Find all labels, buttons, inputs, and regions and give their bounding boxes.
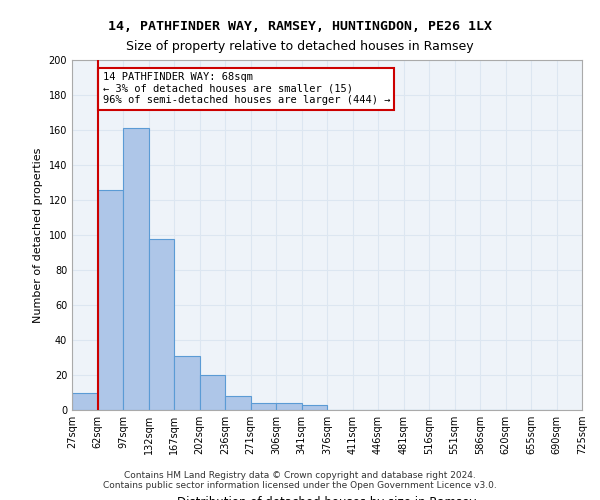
Text: 14 PATHFINDER WAY: 68sqm
← 3% of detached houses are smaller (15)
96% of semi-de: 14 PATHFINDER WAY: 68sqm ← 3% of detache… (103, 72, 390, 106)
Bar (302, 405, 327, 410)
Text: Size of property relative to detached houses in Ramsey: Size of property relative to detached ho… (126, 40, 474, 53)
Bar (97, 190, 123, 410)
Bar (123, 128, 149, 410)
Bar (72, 392, 97, 410)
Bar (276, 403, 302, 410)
Text: 14, PATHFINDER WAY, RAMSEY, HUNTINGDON, PE26 1LX: 14, PATHFINDER WAY, RAMSEY, HUNTINGDON, … (108, 20, 492, 33)
Bar (199, 375, 225, 410)
Bar (149, 238, 174, 410)
Text: Contains HM Land Registry data © Crown copyright and database right 2024.
Contai: Contains HM Land Registry data © Crown c… (103, 470, 497, 490)
Bar (251, 403, 276, 410)
X-axis label: Distribution of detached houses by size in Ramsey: Distribution of detached houses by size … (178, 496, 476, 500)
Y-axis label: Number of detached properties: Number of detached properties (33, 148, 43, 322)
Bar (225, 396, 251, 410)
Bar (174, 356, 199, 410)
